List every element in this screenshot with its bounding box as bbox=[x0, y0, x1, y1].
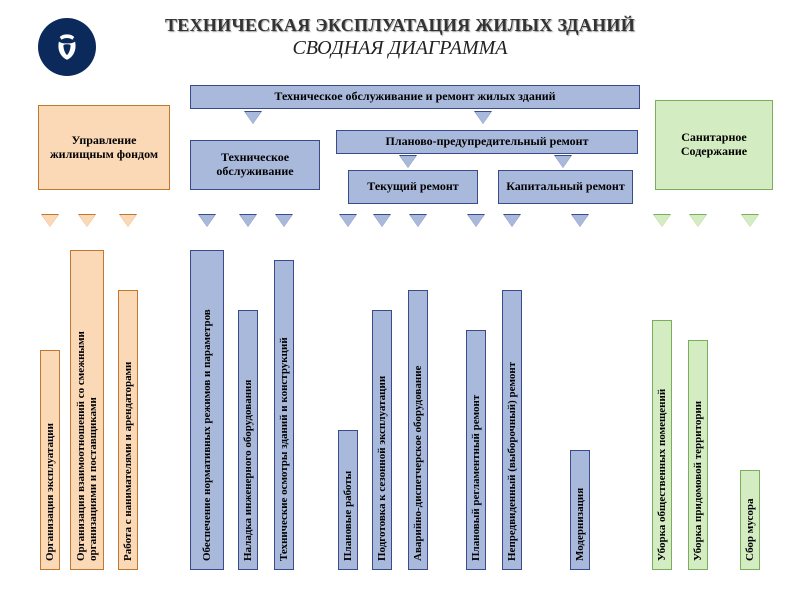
vbar-7: Подготовка к сезонной эксплуатации bbox=[372, 310, 392, 570]
vbar-11: Модернизация bbox=[570, 450, 590, 570]
box-blue_right_top: Планово-предупредительный ремонт bbox=[336, 130, 638, 154]
vbar-12: Уборка общественных помещений bbox=[652, 320, 672, 570]
arrow-3 bbox=[555, 156, 571, 168]
vbar-arrow-1 bbox=[79, 215, 95, 227]
vbar-4: Наладка инженерного оборудования bbox=[238, 310, 258, 570]
vbar-0: Организация эксплуатации bbox=[40, 350, 60, 570]
vbar-6: Плановые работы bbox=[338, 430, 358, 570]
vbar-arrow-6 bbox=[340, 215, 356, 227]
subtitle: СВОДНАЯ ДИАГРАММА bbox=[130, 37, 670, 60]
vbar-arrow-10 bbox=[504, 215, 520, 227]
vbar-1: Организация взаимоотношений со смежными … bbox=[70, 250, 104, 570]
vbar-3: Обеспечение нормативных режимов и параме… bbox=[190, 250, 224, 570]
vbar-arrow-8 bbox=[410, 215, 426, 227]
vbar-9: Плановый регламентный ремонт bbox=[466, 330, 486, 570]
arrow-2 bbox=[400, 156, 416, 168]
logo bbox=[38, 18, 96, 76]
main-title: ТЕХНИЧЕСКАЯ ЭКСПЛУАТАЦИЯ ЖИЛЫХ ЗДАНИЙ bbox=[130, 15, 670, 36]
box-blue_cur: Текущий ремонт bbox=[348, 170, 478, 204]
vbar-14: Сбор мусора bbox=[740, 470, 760, 570]
vbar-5: Технические осмотры зданий и конструкций bbox=[274, 260, 294, 570]
arrow-1 bbox=[475, 112, 491, 124]
vbar-8: Аварийно-диспетчерское оборудование bbox=[408, 290, 428, 570]
vbar-arrow-7 bbox=[374, 215, 390, 227]
vbar-arrow-2 bbox=[120, 215, 136, 227]
box-blue_top: Техническое обслуживание и ремонт жилых … bbox=[190, 85, 640, 109]
box-blue_cap: Капитальный ремонт bbox=[498, 170, 633, 204]
vbar-10: Непредвиденный (выборочный) ремонт bbox=[502, 290, 522, 570]
vbar-arrow-11 bbox=[572, 215, 588, 227]
title-block: ТЕХНИЧЕСКАЯ ЭКСПЛУАТАЦИЯ ЖИЛЫХ ЗДАНИЙ СВ… bbox=[130, 15, 670, 60]
box-right: Санитарное Содержание bbox=[655, 100, 773, 190]
vbar-arrow-0 bbox=[42, 215, 58, 227]
vbar-13: Уборка придомовой территории bbox=[688, 340, 708, 570]
box-left: Управление жилищным фондом bbox=[38, 105, 170, 190]
vbar-arrow-3 bbox=[199, 215, 215, 227]
vbar-arrow-9 bbox=[468, 215, 484, 227]
vbar-2: Работа с нанимателями и арендаторами bbox=[118, 290, 138, 570]
vbar-arrow-12 bbox=[654, 215, 670, 227]
vbar-arrow-5 bbox=[276, 215, 292, 227]
vbar-arrow-14 bbox=[742, 215, 758, 227]
vbar-arrow-4 bbox=[240, 215, 256, 227]
vbar-arrow-13 bbox=[690, 215, 706, 227]
arrow-0 bbox=[245, 112, 261, 124]
box-blue_left: Техническое обслуживание bbox=[190, 140, 320, 190]
